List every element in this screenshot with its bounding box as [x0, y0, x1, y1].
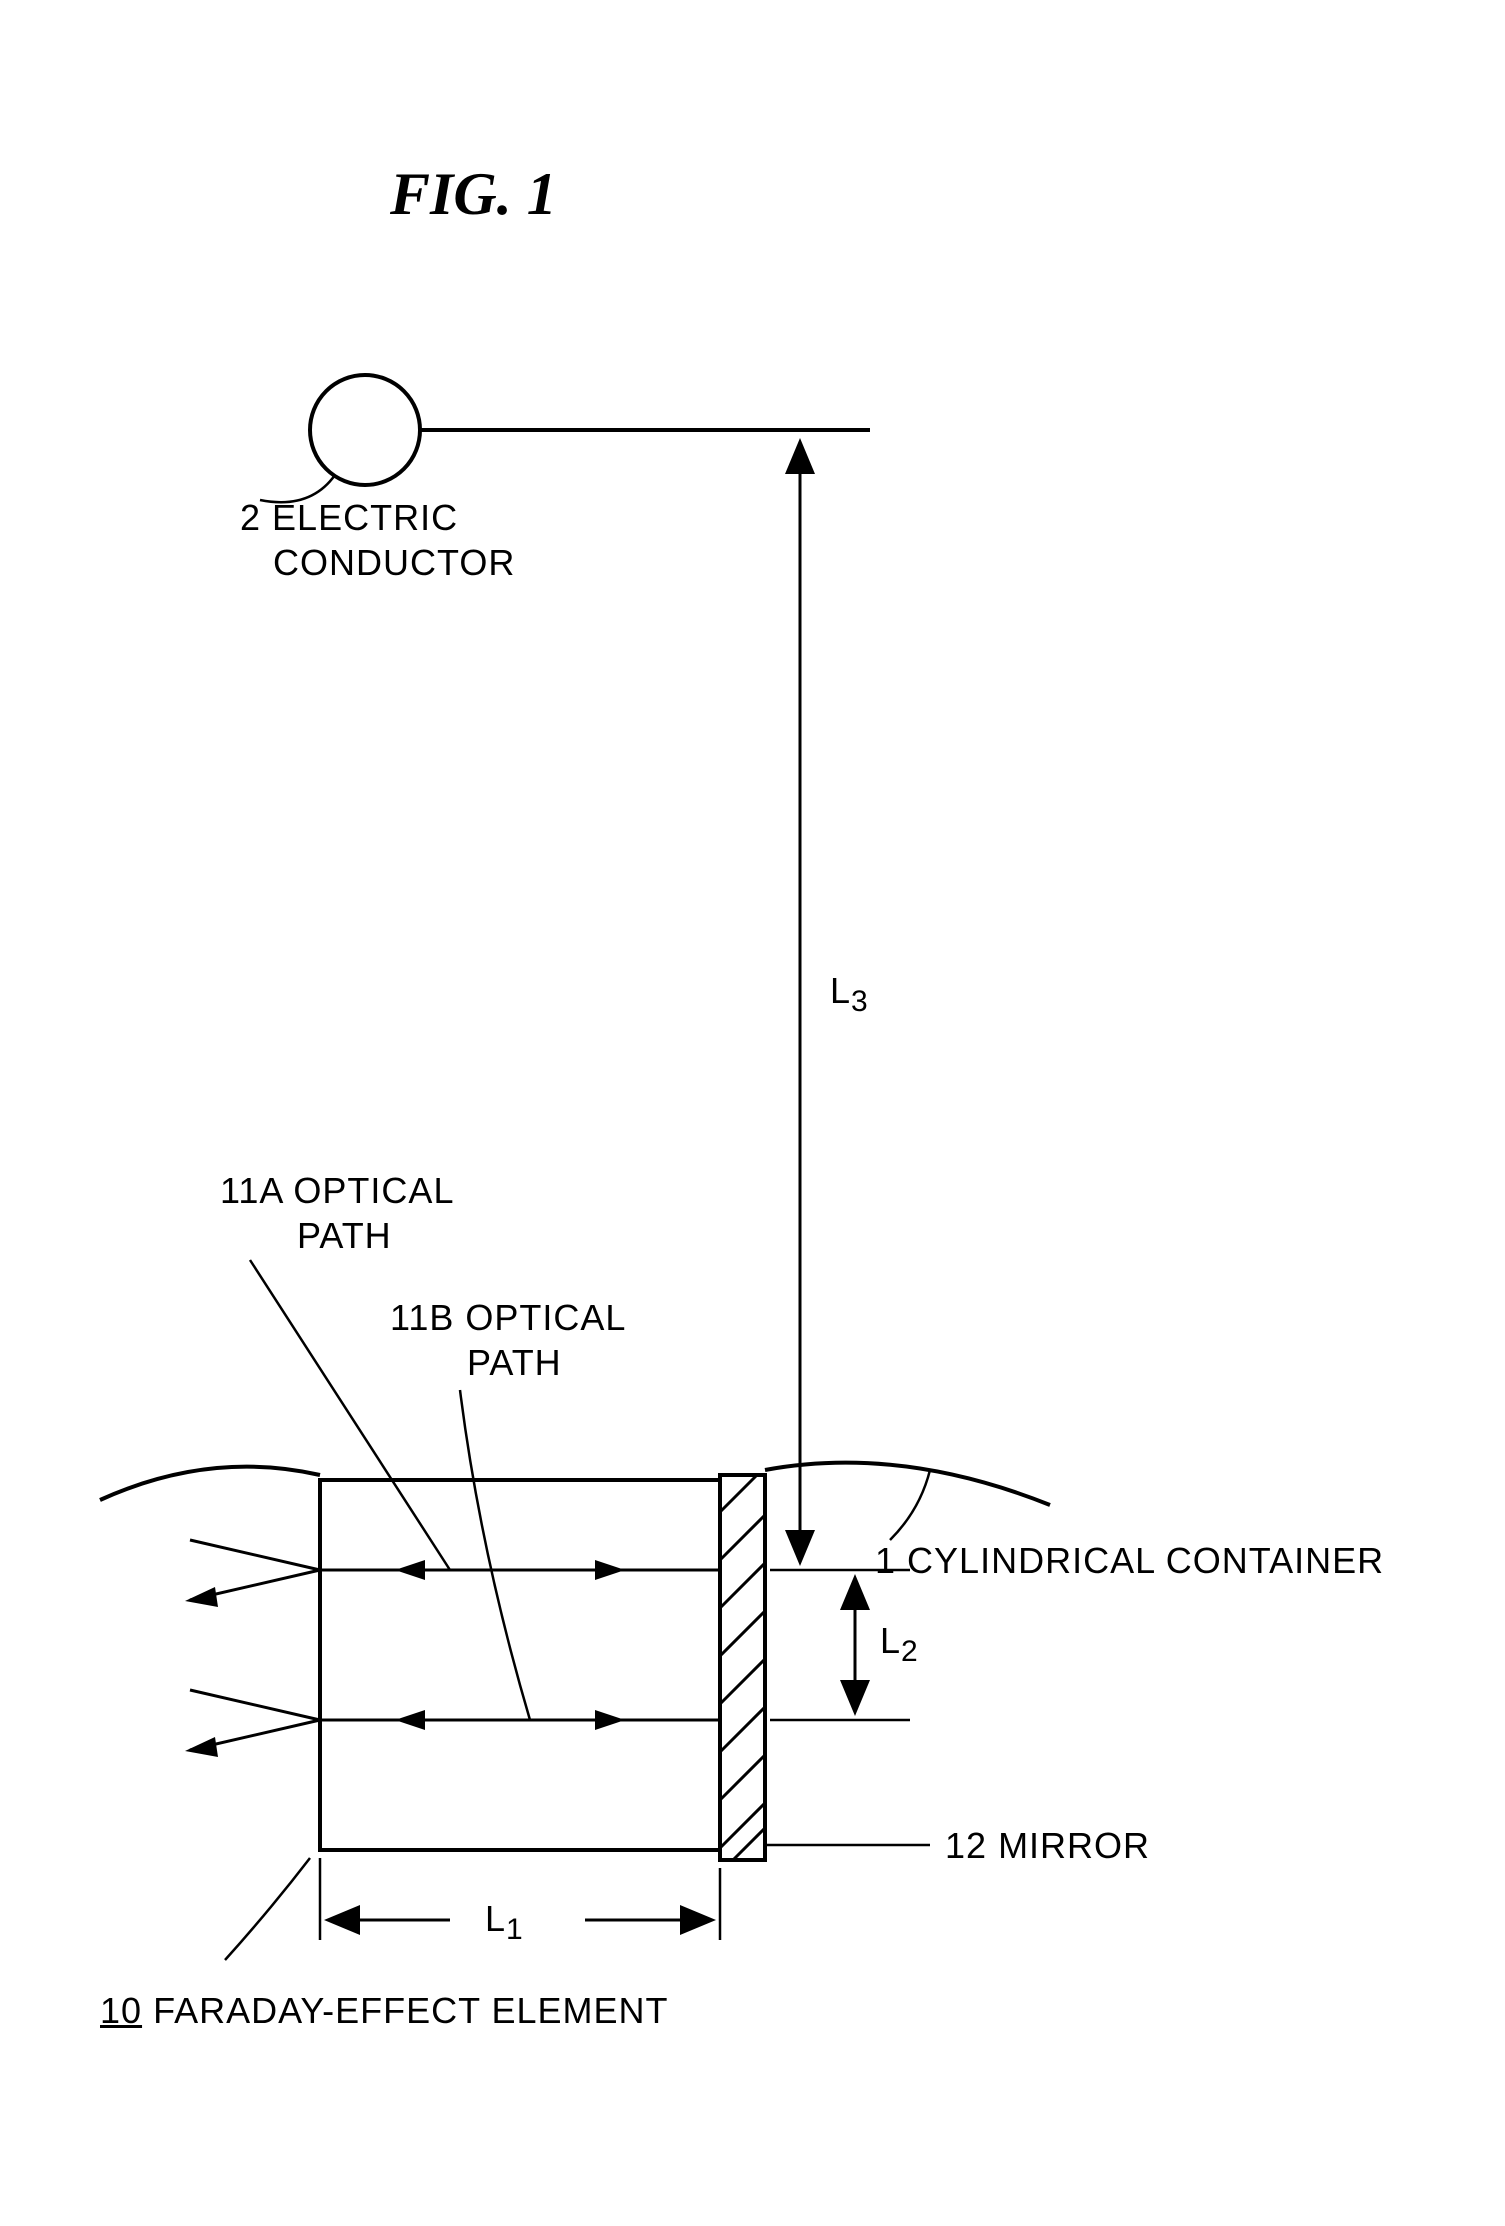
mirror-hatch — [720, 1659, 765, 1704]
mirror-hatch — [720, 1803, 765, 1848]
mirror-hatch — [720, 1515, 765, 1560]
electric-conductor-label: 2 ELECTRIC CONDUCTOR — [240, 495, 515, 585]
arrow-out-a — [185, 1587, 218, 1607]
l1-label: L1 — [485, 1898, 524, 1947]
l3-label: L3 — [830, 970, 869, 1019]
cyl-num: 1 — [875, 1540, 896, 1581]
optical-path-a-label: 11A OPTICAL PATH — [220, 1168, 454, 1258]
conductor-circle — [310, 375, 420, 485]
mirror-hatch — [720, 1475, 757, 1512]
path-b-num: 11B — [390, 1297, 454, 1338]
conductor-text-2: CONDUCTOR — [273, 542, 515, 583]
mirror-num: 12 — [945, 1825, 987, 1866]
arrow-left-a — [395, 1560, 425, 1580]
optical-path-a-in — [190, 1540, 320, 1570]
cylindrical-container-label: 1 CYLINDRICAL CONTAINER — [875, 1540, 1384, 1582]
figure-title: FIG. 1 — [390, 160, 557, 229]
faraday-label: 10 FARADAY-EFFECT ELEMENT — [100, 1990, 669, 2032]
leader-11b — [460, 1390, 530, 1720]
mirror-hatch — [720, 1563, 765, 1608]
cylinder-top-right — [765, 1463, 1050, 1505]
l2-label: L2 — [880, 1620, 919, 1669]
conductor-num: 2 — [240, 497, 261, 538]
cylinder-top-left — [100, 1467, 320, 1500]
mirror-hatch — [720, 1755, 765, 1800]
faraday-num: 10 — [100, 1990, 142, 2031]
arrow-left-b — [395, 1710, 425, 1730]
path-a-num: 11A — [220, 1170, 282, 1211]
faraday-leader — [225, 1858, 310, 1960]
faraday-rect — [320, 1480, 720, 1850]
mirror-hatch — [720, 1611, 765, 1656]
optical-path-b-label: 11B OPTICAL PATH — [390, 1295, 626, 1385]
mirror-hatch — [733, 1828, 765, 1860]
mirror-label: 12 MIRROR — [945, 1825, 1150, 1867]
conductor-text-1: ELECTRIC — [272, 497, 458, 538]
arrow-out-b — [185, 1737, 218, 1757]
arrow-right-a — [595, 1560, 625, 1580]
mirror-hatch — [720, 1707, 765, 1752]
optical-path-b-in — [190, 1690, 320, 1720]
cylinder-leader — [890, 1470, 930, 1540]
arrow-right-b — [595, 1710, 625, 1730]
diagram-svg — [0, 0, 1505, 2226]
